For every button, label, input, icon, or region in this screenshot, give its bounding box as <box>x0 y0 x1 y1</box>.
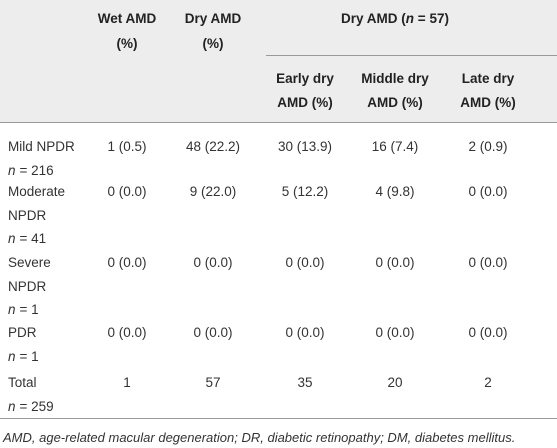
n-value: = 216 <box>19 162 54 178</box>
cell: 16 (7.4) <box>371 139 419 154</box>
n-value: = 1 <box>19 348 39 364</box>
cell: 2 <box>484 375 492 390</box>
row-count: n = 41 <box>8 227 46 250</box>
row-count: n = 1 <box>8 345 39 368</box>
cell: 5 (12.2) <box>281 184 329 199</box>
cell: 0 (0.0) <box>468 325 508 340</box>
header-background <box>0 0 557 122</box>
subcolumn-header: AMD (%) <box>277 95 333 110</box>
n-symbol: n <box>8 398 16 414</box>
cell: 0 (0.0) <box>193 255 233 270</box>
column-header: (%) <box>116 36 138 51</box>
n-symbol: n <box>8 162 16 178</box>
subcolumn-header: Late dry <box>461 71 515 86</box>
subcolumn-header: AMD (%) <box>367 95 423 110</box>
cell: 57 <box>205 375 221 390</box>
row-label: NPDR <box>8 207 47 223</box>
subcolumn-header: Middle dry <box>361 71 429 86</box>
row-label: Total <box>8 375 37 390</box>
row-count: n = 259 <box>8 395 54 418</box>
cell: 1 (0.5) <box>107 139 147 154</box>
row-label: NPDR <box>8 278 47 294</box>
footnote: AMD, age-related macular degeneration; D… <box>3 430 516 445</box>
cell: 2 (0.9) <box>468 139 508 154</box>
column-header: Dry AMD <box>184 11 242 26</box>
cell: 0 (0.0) <box>468 184 508 199</box>
n-symbol: n <box>8 302 16 317</box>
cell: 9 (22.0) <box>189 184 237 199</box>
cell: 0 (0.0) <box>107 255 147 270</box>
n-symbol: n <box>8 348 16 364</box>
row-label: Moderate <box>8 184 66 199</box>
cell: 1 <box>123 375 131 390</box>
cell: 0 (0.0) <box>107 184 147 199</box>
subcolumn-header: Early dry <box>276 71 334 86</box>
row-count: n = 216 <box>8 159 54 182</box>
group-prefix: Dry AMD ( <box>341 11 406 26</box>
cell: 0 (0.0) <box>285 325 325 340</box>
row-label: Severe <box>8 255 51 270</box>
cell: 0 (0.0) <box>193 325 233 340</box>
cell: 0 (0.0) <box>375 325 415 340</box>
group-n: n <box>405 11 415 26</box>
n-value: = 1 <box>19 302 39 317</box>
n-value: = 41 <box>19 231 47 246</box>
cell: 35 <box>297 375 313 390</box>
cell: 30 (13.9) <box>277 139 333 154</box>
header-rule <box>0 122 557 123</box>
group-suffix: = 57) <box>414 11 449 26</box>
bottom-rule <box>0 418 557 419</box>
cell: 48 (22.2) <box>185 139 241 154</box>
cell: 0 (0.0) <box>285 255 325 270</box>
cell: 4 (9.8) <box>375 184 415 199</box>
cell: 0 (0.0) <box>468 255 508 270</box>
cell: 0 (0.0) <box>107 325 147 340</box>
row-label: Mild NPDR <box>8 139 75 154</box>
row-count: n = 1 <box>8 298 39 321</box>
column-header: Wet AMD <box>97 11 157 26</box>
row-label: PDR <box>8 325 37 340</box>
cell: 20 <box>387 375 403 390</box>
column-header: (%) <box>202 36 224 51</box>
group-header: Dry AMD (n = 57) <box>341 7 449 30</box>
cell: 0 (0.0) <box>375 255 415 270</box>
n-symbol: n <box>8 231 16 246</box>
group-rule <box>266 55 557 56</box>
subcolumn-header: AMD (%) <box>460 95 516 110</box>
n-value: = 259 <box>19 398 54 414</box>
